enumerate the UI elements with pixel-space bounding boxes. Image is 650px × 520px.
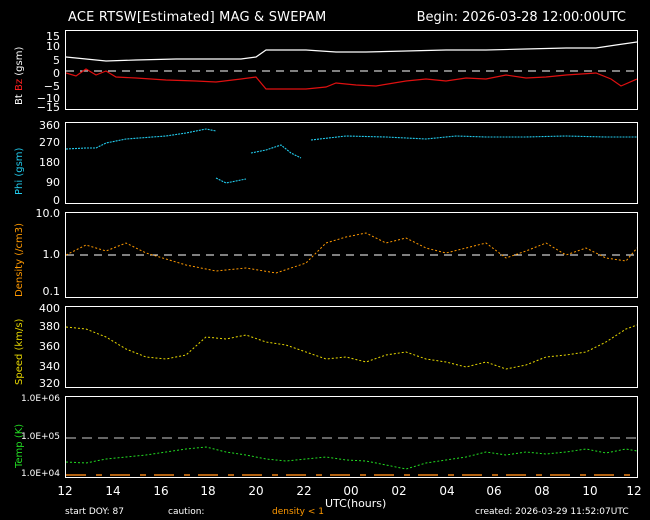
x-tick: 12: [626, 484, 642, 498]
x-axis-label: UTC(hours): [325, 497, 387, 510]
created-time: created: 2026-03-29 11:52:07UTC: [475, 507, 629, 517]
phi-ytick: 180: [39, 156, 60, 169]
speed-ytick: 340: [39, 360, 60, 373]
speed-ytick: 360: [39, 340, 60, 353]
phi-ytick: 270: [39, 136, 60, 149]
mag-ytick: 0: [53, 67, 60, 80]
density-ytick: 10.0: [35, 207, 61, 220]
x-tick: 16: [153, 484, 169, 498]
x-tick: 08: [534, 484, 550, 498]
phi-panel: [65, 122, 638, 204]
temp-ytick: 1.0E+04: [21, 469, 60, 479]
density-ytick: 0.1: [42, 285, 61, 298]
x-tick: 12: [57, 484, 73, 498]
x-tick: 06: [486, 484, 502, 498]
x-tick: 00: [343, 484, 359, 498]
phi-ytick: 0: [53, 194, 60, 207]
x-tick: 20: [248, 484, 264, 498]
mag-ytick: 5: [53, 54, 60, 67]
phi-ytick: 90: [46, 176, 60, 189]
density-panel: [65, 212, 638, 298]
speed-panel: [65, 306, 638, 388]
density-plot: [66, 232, 637, 274]
start-doy: start DOY: 87: [65, 507, 124, 517]
phi-ytick: 360: [39, 119, 60, 132]
mag-ytick: −15: [36, 101, 60, 114]
speed-ytick: 380: [39, 320, 60, 333]
speed-ytick: 400: [39, 302, 60, 315]
x-tick: 22: [296, 484, 312, 498]
mag-ytick: −5: [43, 80, 60, 93]
density-ytick: 1.0: [42, 248, 61, 261]
temp-ytick: 1.0E+06: [21, 394, 60, 404]
density-caution-note: density < 1: [272, 507, 324, 517]
mag-ytick: −10: [36, 92, 60, 105]
phi-plot: [66, 128, 637, 184]
temp-plot: [66, 437, 637, 476]
speed-plot: [66, 324, 637, 370]
mag-panel: [65, 30, 638, 110]
x-tick: 02: [391, 484, 407, 498]
caution-label: caution:: [168, 507, 205, 517]
speed-ytick: 320: [39, 377, 60, 390]
begin-time: Begin: 2026-03-28 12:00:00UTC: [416, 10, 626, 25]
x-tick: 14: [105, 484, 121, 498]
x-tick: 10: [582, 484, 598, 498]
temp-panel: [65, 396, 638, 478]
temp-ylabel: Temp (K): [14, 423, 25, 468]
x-tick: 04: [439, 484, 455, 498]
mag-ytick: 15: [46, 30, 60, 43]
chart-title: ACE RTSW[Estimated] MAG & SWEPAM: [68, 10, 327, 25]
mag-plot: [66, 41, 637, 90]
mag-ytick: 10: [46, 40, 60, 53]
x-tick: 18: [200, 484, 216, 498]
temp-ytick: 1.0E+05: [21, 432, 60, 442]
